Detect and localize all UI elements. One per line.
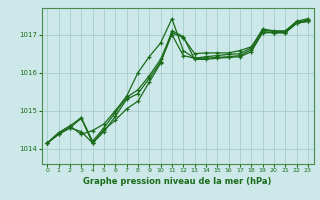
X-axis label: Graphe pression niveau de la mer (hPa): Graphe pression niveau de la mer (hPa) (84, 177, 272, 186)
